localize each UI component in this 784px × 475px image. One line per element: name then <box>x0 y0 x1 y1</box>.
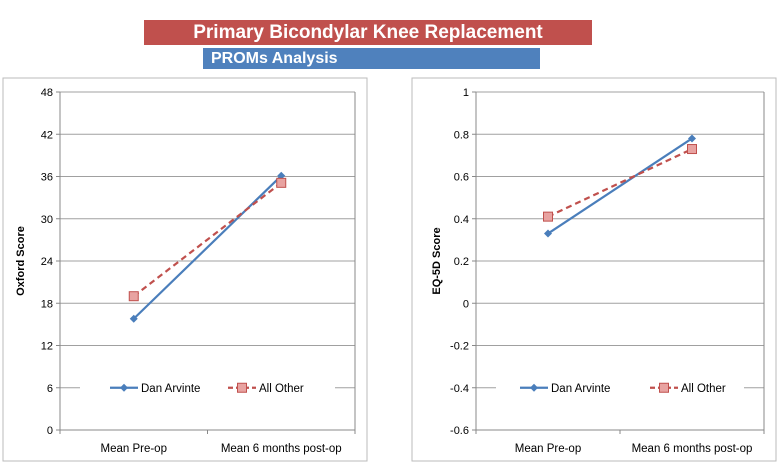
x-tick-label: Mean 6 months post-op <box>221 443 342 455</box>
data-point-square <box>687 144 697 155</box>
y-tick-label: 1 <box>463 87 469 99</box>
y-tick-label: 24 <box>41 256 53 268</box>
y-tick-label: 12 <box>41 341 53 353</box>
chart-1: 0 6 12 18 24 30 36 42 48 Mean Pre-op Mean 6 months… <box>2 77 368 462</box>
y-tick-label: 0 <box>463 298 469 310</box>
legend-marker-diamond <box>120 383 128 392</box>
y-tick-label: 0.2 <box>454 256 469 268</box>
x-tick-label: Mean Pre-op <box>101 443 167 455</box>
series-line-all-other <box>133 181 282 298</box>
data-point-diamond <box>544 229 552 238</box>
y-tick-label: -0.4 <box>450 383 469 395</box>
x-tick-label: Mean 6 months post-op <box>632 443 753 455</box>
y-tick-label: 0.8 <box>454 129 469 141</box>
data-point-diamond <box>688 134 696 143</box>
legend-label: Dan Arvinte <box>141 383 200 395</box>
y-tick-label: 0.6 <box>454 172 469 184</box>
y-tick-label: 6 <box>47 383 53 395</box>
chart-subtitle: PROMs Analysis <box>203 48 540 69</box>
legend-bg <box>80 377 335 398</box>
y-tick-label: 0.4 <box>454 214 469 226</box>
data-point-diamond <box>129 314 138 323</box>
data-point-square <box>543 211 553 222</box>
legend-label: All Other <box>259 383 304 395</box>
data-point-square <box>128 291 139 302</box>
x-tick-label: Mean Pre-op <box>515 443 581 455</box>
y-tick-label: -0.2 <box>450 341 469 353</box>
legend-marker-diamond <box>530 383 538 392</box>
series-line-dan-arvinte <box>547 137 693 235</box>
data-point-diamond <box>277 171 286 180</box>
chart-2: -0.6 -0.4 -0.2 0 0.2 0.4 0.6 0.8 1 Mean Pre-op Mea… <box>411 77 777 462</box>
y-tick-label: -0.6 <box>450 425 469 437</box>
y-axis-label: EQ-5D Score <box>431 227 443 294</box>
y-axis-label: Oxford Score <box>15 226 27 296</box>
y-tick-label: 36 <box>41 172 53 184</box>
series-line-all-other <box>547 148 693 218</box>
legend-marker-square <box>659 382 669 393</box>
legend-label: Dan Arvinte <box>551 383 610 395</box>
data-point-square <box>276 177 287 188</box>
y-tick-label: 18 <box>41 298 53 310</box>
y-tick-label: 42 <box>41 129 53 141</box>
legend-marker-square <box>237 382 247 393</box>
legend-bg <box>496 377 744 398</box>
y-tick-label: 48 <box>41 87 53 99</box>
legend-label: All Other <box>681 383 726 395</box>
series-line-dan-arvinte <box>132 175 283 320</box>
y-tick-label: 0 <box>47 425 53 437</box>
y-tick-label: 30 <box>41 214 53 226</box>
chart-title: Primary Bicondylar Knee Replacement <box>144 20 592 45</box>
